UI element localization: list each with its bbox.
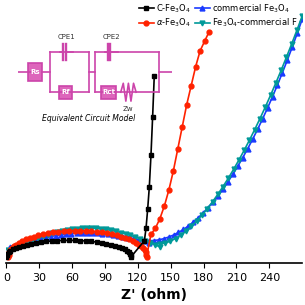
$\alpha$-Fe$_3$O$_4$ bbox=[131, 239, 135, 243]
Fe$_3$O$_4$-commercial F bbox=[56, 230, 59, 234]
C-Fe$_3$O$_4$ bbox=[17, 245, 21, 249]
Line: Fe$_3$O$_4$-commercial F: Fe$_3$O$_4$-commercial F bbox=[6, 13, 305, 253]
C-Fe$_3$O$_4$ bbox=[9, 249, 12, 253]
C-Fe$_3$O$_4$ bbox=[95, 240, 99, 244]
Line: commercial Fe$_3$O$_4$: commercial Fe$_3$O$_4$ bbox=[7, 17, 305, 249]
C-Fe$_3$O$_4$ bbox=[78, 239, 82, 242]
C-Fe$_3$O$_4$ bbox=[120, 246, 124, 250]
Fe$_3$O$_4$-commercial F bbox=[99, 227, 103, 231]
$\alpha$-Fe$_3$O$_4$ bbox=[143, 249, 146, 252]
$\alpha$-Fe$_3$O$_4$ bbox=[7, 255, 10, 258]
C-Fe$_3$O$_4$ bbox=[144, 226, 148, 230]
C-Fe$_3$O$_4$ bbox=[152, 74, 156, 78]
C-Fe$_3$O$_4$ bbox=[50, 239, 53, 243]
Fe$_3$O$_4$-commercial F bbox=[7, 249, 10, 252]
commercial Fe$_3$O$_4$ bbox=[106, 232, 109, 236]
Fe$_3$O$_4$-commercial F bbox=[104, 228, 108, 231]
C-Fe$_3$O$_4$ bbox=[7, 250, 10, 254]
Fe$_3$O$_4$-commercial F bbox=[300, 14, 304, 18]
C-Fe$_3$O$_4$ bbox=[123, 248, 127, 251]
C-Fe$_3$O$_4$ bbox=[129, 255, 133, 258]
C-Fe$_3$O$_4$ bbox=[117, 245, 120, 249]
C-Fe$_3$O$_4$ bbox=[84, 239, 88, 243]
C-Fe$_3$O$_4$ bbox=[113, 244, 117, 247]
commercial Fe$_3$O$_4$ bbox=[85, 231, 89, 235]
Fe$_3$O$_4$-commercial F bbox=[90, 226, 93, 230]
C-Fe$_3$O$_4$ bbox=[39, 240, 43, 244]
C-Fe$_3$O$_4$ bbox=[146, 207, 149, 211]
$\alpha$-Fe$_3$O$_4$ bbox=[24, 238, 28, 241]
C-Fe$_3$O$_4$ bbox=[5, 255, 8, 258]
C-Fe$_3$O$_4$ bbox=[142, 239, 146, 242]
commercial Fe$_3$O$_4$ bbox=[192, 220, 195, 224]
C-Fe$_3$O$_4$ bbox=[44, 240, 48, 243]
C-Fe$_3$O$_4$ bbox=[109, 243, 113, 246]
commercial Fe$_3$O$_4$ bbox=[8, 245, 11, 249]
commercial Fe$_3$O$_4$ bbox=[59, 233, 63, 237]
Fe$_3$O$_4$-commercial F bbox=[184, 229, 188, 233]
commercial Fe$_3$O$_4$ bbox=[300, 17, 304, 21]
commercial Fe$_3$O$_4$ bbox=[111, 233, 114, 237]
C-Fe$_3$O$_4$ bbox=[25, 243, 28, 246]
C-Fe$_3$O$_4$ bbox=[127, 250, 131, 254]
C-Fe$_3$O$_4$ bbox=[149, 153, 153, 157]
C-Fe$_3$O$_4$ bbox=[34, 241, 38, 245]
C-Fe$_3$O$_4$ bbox=[151, 116, 154, 119]
C-Fe$_3$O$_4$ bbox=[100, 241, 103, 245]
$\alpha$-Fe$_3$O$_4$ bbox=[124, 236, 127, 240]
C-Fe$_3$O$_4$ bbox=[73, 239, 76, 242]
C-Fe$_3$O$_4$ bbox=[89, 240, 93, 243]
C-Fe$_3$O$_4$ bbox=[29, 242, 33, 246]
$\alpha$-Fe$_3$O$_4$ bbox=[207, 30, 211, 34]
C-Fe$_3$O$_4$ bbox=[56, 239, 59, 242]
C-Fe$_3$O$_4$ bbox=[128, 252, 132, 256]
$\alpha$-Fe$_3$O$_4$ bbox=[134, 241, 138, 245]
Legend: C-Fe$_3$O$_4$, $\alpha$-Fe$_3$O$_4$, commercial Fe$_3$O$_4$, Fe$_3$O$_4$-commerc: C-Fe$_3$O$_4$, $\alpha$-Fe$_3$O$_4$, com… bbox=[139, 2, 298, 29]
C-Fe$_3$O$_4$ bbox=[129, 253, 133, 257]
C-Fe$_3$O$_4$ bbox=[67, 239, 70, 242]
C-Fe$_3$O$_4$ bbox=[14, 246, 17, 250]
commercial Fe$_3$O$_4$ bbox=[95, 231, 99, 235]
C-Fe$_3$O$_4$ bbox=[61, 239, 65, 242]
Line: $\alpha$-Fe$_3$O$_4$: $\alpha$-Fe$_3$O$_4$ bbox=[6, 29, 211, 259]
C-Fe$_3$O$_4$ bbox=[125, 249, 129, 253]
C-Fe$_3$O$_4$ bbox=[105, 242, 108, 246]
X-axis label: Z' (ohm): Z' (ohm) bbox=[121, 288, 187, 302]
Line: C-Fe$_3$O$_4$: C-Fe$_3$O$_4$ bbox=[4, 74, 157, 259]
C-Fe$_3$O$_4$ bbox=[5, 253, 8, 257]
C-Fe$_3$O$_4$ bbox=[5, 252, 9, 256]
C-Fe$_3$O$_4$ bbox=[21, 244, 24, 247]
C-Fe$_3$O$_4$ bbox=[11, 248, 15, 251]
C-Fe$_3$O$_4$ bbox=[148, 185, 151, 189]
Fe$_3$O$_4$-commercial F bbox=[80, 227, 84, 230]
$\alpha$-Fe$_3$O$_4$ bbox=[78, 229, 82, 232]
